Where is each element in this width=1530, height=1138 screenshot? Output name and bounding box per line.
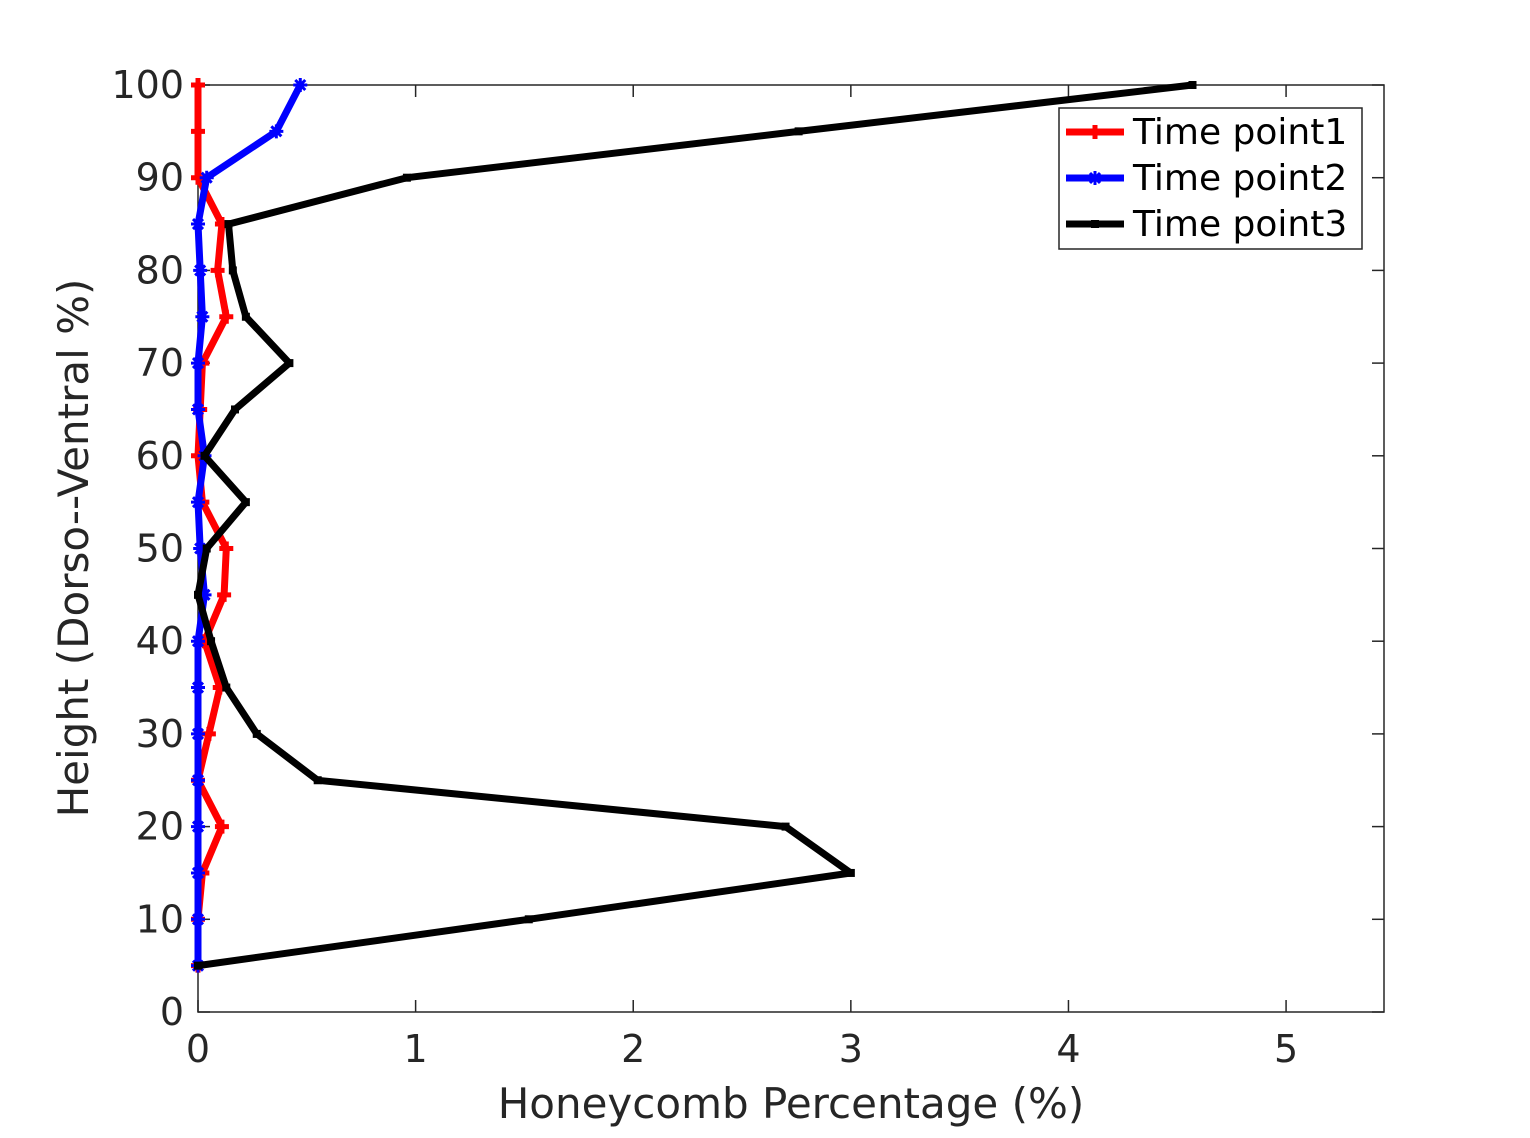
data-point (191, 402, 205, 417)
data-point (191, 819, 205, 834)
data-point (191, 726, 205, 741)
y-tick-label: 80 (136, 248, 184, 292)
y-tick-label: 10 (136, 897, 184, 941)
x-tick-label: 0 (186, 1027, 210, 1071)
data-point (228, 266, 237, 275)
series-line (194, 83, 304, 966)
y-tick-label: 100 (111, 63, 184, 107)
data-point (285, 359, 294, 368)
y-tick-label: 60 (136, 434, 184, 478)
data-point (219, 541, 234, 556)
y-tick-label: 20 (136, 805, 184, 849)
data-point (197, 587, 212, 602)
data-point (195, 309, 210, 324)
data-point (191, 356, 205, 371)
data-point (222, 683, 231, 692)
series-lines (191, 78, 1197, 973)
legend-marker (1088, 125, 1102, 139)
data-point (191, 124, 205, 139)
data-point (191, 78, 205, 92)
data-point (214, 819, 229, 834)
series-line (194, 85, 230, 966)
y-tick-label: 30 (136, 712, 184, 756)
data-point (293, 78, 308, 92)
data-point (191, 865, 205, 880)
legend-label: Time point3 (1132, 204, 1347, 245)
data-point (794, 127, 803, 136)
legend-label: Time point2 (1132, 158, 1347, 199)
x-axis-title: Honeycomb Percentage (%) (498, 1079, 1085, 1128)
data-point (191, 217, 205, 232)
y-tick-label: 70 (136, 341, 184, 385)
data-point (230, 405, 239, 414)
data-point (217, 587, 232, 602)
y-tick-label: 90 (136, 156, 184, 200)
series-line (194, 81, 1193, 970)
legend-label: Time point1 (1132, 112, 1347, 153)
y-tick-label: 50 (136, 527, 184, 571)
data-point (241, 498, 250, 507)
data-point (524, 915, 533, 924)
data-point (191, 773, 205, 788)
series-3 (194, 81, 1197, 970)
x-tick-label: 1 (404, 1027, 428, 1071)
data-point (269, 124, 284, 139)
data-point (191, 495, 205, 510)
data-point (191, 634, 205, 649)
x-tick-label: 2 (621, 1027, 645, 1071)
data-point (402, 173, 411, 182)
data-point (202, 544, 211, 553)
data-point (252, 729, 261, 738)
data-point (313, 776, 322, 785)
data-point (191, 680, 205, 695)
y-tick-label: 40 (136, 619, 184, 663)
x-tick-label: 4 (1056, 1027, 1080, 1071)
data-point (210, 263, 225, 278)
legend: Time point1 Time point2 Time point3 (1058, 107, 1363, 250)
data-point (193, 541, 208, 556)
legend-marker (1091, 220, 1099, 228)
data-point (194, 961, 202, 970)
data-point (224, 220, 233, 229)
data-point (200, 451, 209, 460)
data-point (219, 309, 234, 324)
data-point (193, 263, 208, 278)
data-point (194, 590, 202, 599)
legend-item: Time point2 (1066, 158, 1347, 199)
series-2 (191, 78, 308, 973)
data-point (241, 312, 250, 321)
data-point (207, 637, 216, 646)
x-tick-label: 5 (1274, 1027, 1298, 1071)
data-point (191, 912, 205, 927)
data-point (1188, 81, 1197, 89)
x-tick-label: 3 (839, 1027, 863, 1071)
legend-marker (1088, 171, 1102, 185)
legend-item: Time point1 (1066, 112, 1347, 153)
legend-item: Time point3 (1066, 204, 1347, 245)
data-point (199, 170, 214, 185)
data-point (846, 868, 855, 877)
data-point (781, 822, 790, 831)
y-axis-title: Height (Dorso--Ventral %) (49, 279, 98, 818)
y-tick-label: 0 (160, 990, 184, 1034)
